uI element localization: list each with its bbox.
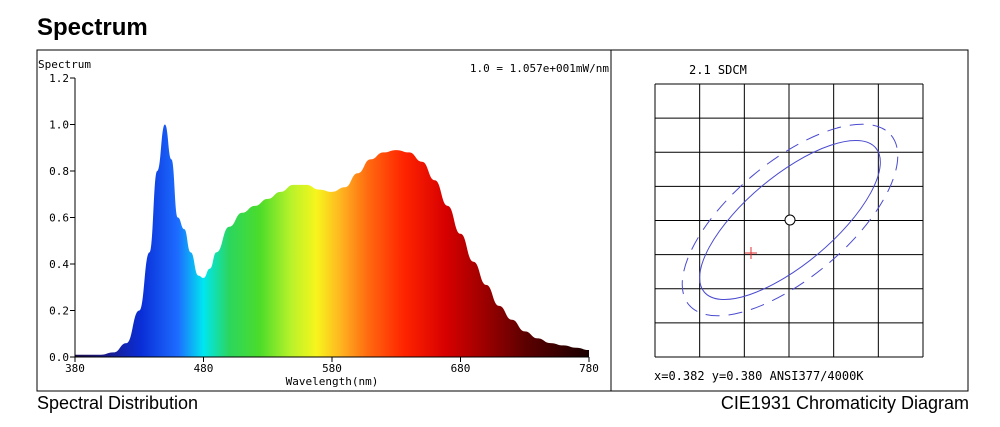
- spectrum-scale-annotation: 1.0 = 1.057e+001mW/nm: [470, 62, 609, 75]
- spectrum-y-tick-label: 0.0: [49, 351, 69, 364]
- spectrum-area: [75, 124, 589, 357]
- center-cross: [745, 247, 757, 259]
- spectrum-y-title: Spectrum: [38, 58, 91, 71]
- spectrum-y-tick-label: 0.4: [49, 258, 69, 271]
- page-title: Spectrum: [37, 14, 148, 41]
- spectrum-x-tick-label: 680: [451, 362, 471, 375]
- spectrum-plot: 0.0 0.2 0.4 0.6 0.8 1.0 1.2 380 480 580 680 780: [49, 72, 599, 375]
- caption-cie-diagram: CIE1931 Chromaticity Diagram: [720, 393, 969, 413]
- ellipse-inner: [699, 140, 881, 300]
- spectrum-y-tick-label: 0.6: [49, 212, 69, 225]
- spectrum-y-tick-label: 1.0: [49, 119, 69, 132]
- spectrum-y-tick-label: 0.2: [49, 305, 69, 318]
- cie-grid: [654, 83, 924, 358]
- target-point: [784, 214, 796, 226]
- spectrum-x-tick-label: 380: [65, 362, 85, 375]
- spectrum-y-tick-label: 0.8: [49, 165, 69, 178]
- spectrum-x-title: Wavelength(nm): [286, 375, 379, 388]
- cie-title: 2.1 SDCM: [689, 63, 747, 77]
- cie-panel-frame: [610, 49, 969, 392]
- spectrum-x-tick-label: 580: [322, 362, 342, 375]
- cie-footer: x=0.382 y=0.380 ANSI377/4000K: [654, 369, 864, 383]
- spectrum-y-tick-label: 1.2: [49, 72, 69, 85]
- spectrum-x-tick-label: 480: [194, 362, 214, 375]
- ellipse-outer: [681, 123, 899, 317]
- caption-spectral-distribution: Spectral Distribution: [37, 393, 199, 413]
- spectrum-x-tick-label: 780: [579, 362, 599, 375]
